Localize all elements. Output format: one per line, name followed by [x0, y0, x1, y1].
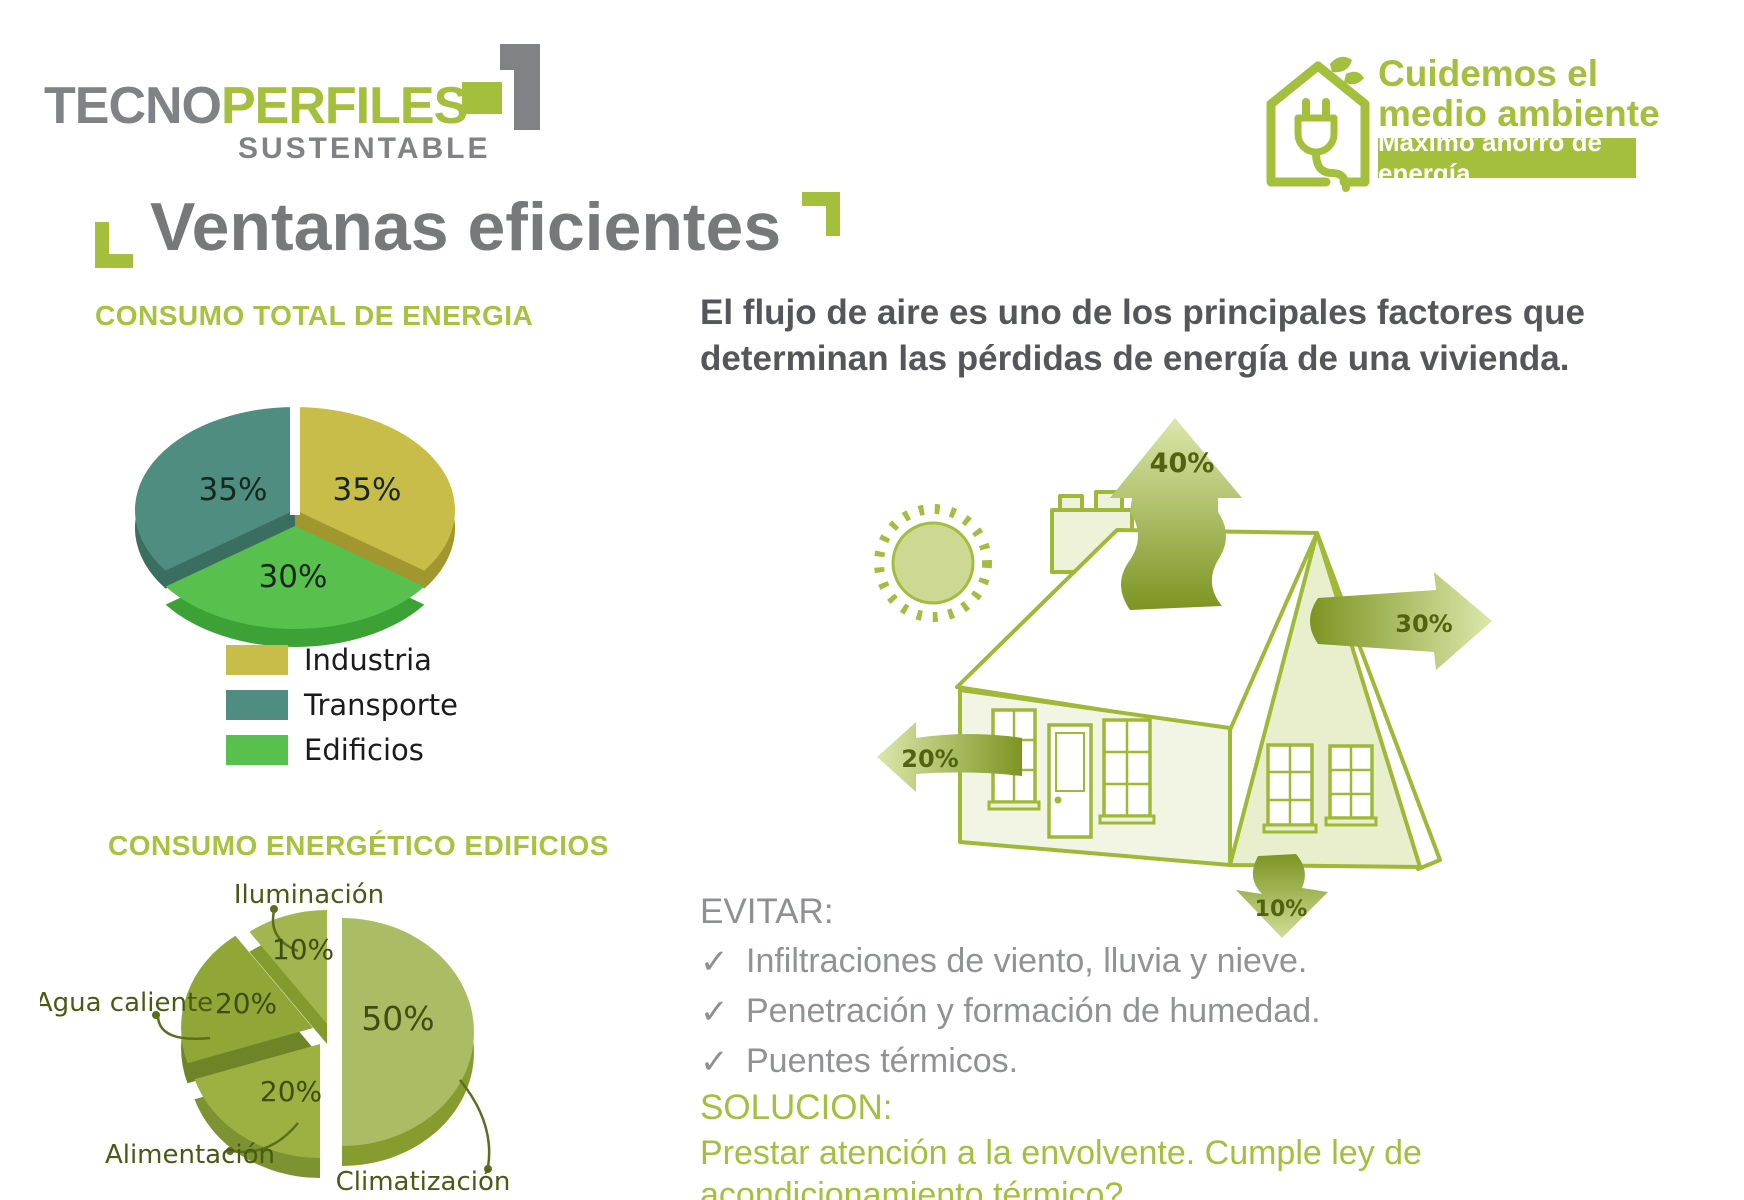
arrow-left-wall: [877, 722, 1022, 792]
arrow-right-gable: [1310, 572, 1492, 670]
list-item: ✓ Puentes térmicos.: [700, 1042, 1321, 1082]
evitar-list: ✓ Infiltraciones de viento, lluvia y nie…: [700, 942, 1321, 1092]
arrow-down-floor: [1236, 854, 1328, 938]
pie2-label-agua-caliente: Agua caliente: [40, 988, 213, 1018]
pie-chart-energia-edificios: Iluminación 10% Agua caliente 20% 50% 20…: [40, 880, 511, 1197]
legend-row-transporte: Transporte: [226, 688, 458, 722]
list-item: ✓ Infiltraciones de viento, lluvia y nie…: [700, 942, 1321, 982]
pie2-callout-dots: [152, 905, 492, 1173]
brand-tmark-gray-icon: [500, 44, 540, 130]
arrow-down-label: 10%: [1255, 897, 1308, 922]
brand-subtitle: SUSTENTABLE: [238, 132, 491, 165]
pie1-slice-transporte: [134, 407, 295, 571]
legend-label-transporte: Transporte: [304, 688, 458, 722]
pie1-label-edificios: 30%: [259, 559, 328, 595]
pie1-label-industria: 35%: [333, 472, 402, 508]
front-door: [1047, 723, 1093, 839]
title-right-bracket-icon: [802, 192, 840, 236]
title-left-bracket-icon: [95, 222, 133, 268]
legend-swatch-industria: [226, 645, 288, 675]
brand-name-part1: TECNO: [44, 77, 222, 135]
intro-line2: determinan las pérdidas de energía de un…: [700, 339, 1570, 378]
intro-paragraph: El flujo de aire es uno de los principal…: [700, 290, 1585, 382]
brand-tmark-green-icon: [462, 82, 502, 114]
legend-label-edificios: Edificios: [304, 733, 424, 767]
arrow-right-label: 30%: [1395, 610, 1452, 638]
legend-label-industria: Industria: [304, 643, 432, 677]
pie2-slice-agua-caliente: [181, 935, 313, 1064]
side-window-left: [1262, 743, 1318, 834]
pie2-slice-alimentacion: [194, 1044, 320, 1158]
pie2-value-agua-caliente: 20%: [215, 987, 277, 1020]
legend-swatch-edificios: [226, 735, 288, 765]
front-window-right: [1098, 718, 1156, 825]
brand-logo: TECNOPERFILES: [44, 76, 468, 136]
pie2-value-alimentacion: 20%: [260, 1075, 322, 1108]
solucion-line1: Prestar atención a la envolvente. Cumple…: [700, 1134, 1422, 1172]
pie1-legend: Industria Transporte Edificios: [226, 643, 458, 778]
pie2-slice-iluminacion: [249, 910, 327, 1024]
pie2-value-climatizacion: 50%: [361, 999, 434, 1038]
chart1-heading: CONSUMO TOTAL DE ENERGIA: [95, 300, 534, 331]
pie-chart-energia-total: 35% 35% 30%: [134, 395, 456, 648]
arrow-left-label: 20%: [901, 745, 958, 773]
list-item: ✓ Penetración y formación de humedad.: [700, 992, 1321, 1032]
solucion-line2: acondicionamiento térmico?: [700, 1176, 1124, 1200]
pie2-label-iluminacion: Iluminación: [234, 880, 384, 910]
intro-line1: El flujo de aire es uno de los principal…: [700, 293, 1585, 332]
eco-badge-line2: medio ambiente: [1378, 93, 1660, 134]
legend-row-industria: Industria: [226, 643, 458, 677]
eco-badge-line1: Cuidemos el: [1378, 53, 1598, 94]
solucion-heading: SOLUCION:: [700, 1088, 893, 1127]
legend-row-edificios: Edificios: [226, 733, 458, 767]
evitar-item-text: Penetración y formación de humedad.: [746, 992, 1321, 1030]
pie2-slice-climatizacion: [342, 918, 474, 1146]
pie1-label-transporte: 35%: [199, 472, 268, 508]
side-window-right: [1324, 744, 1378, 827]
arrow-up-label: 40%: [1150, 448, 1215, 479]
chart2-heading: CONSUMO ENERGÉTICO EDIFICIOS: [108, 830, 609, 861]
evitar-heading: EVITAR:: [700, 892, 834, 931]
page-title: Ventanas eficientes: [150, 189, 782, 265]
pie2-label-alimentacion: Alimentación: [105, 1140, 275, 1170]
pie1-slice-edificios: [165, 526, 425, 630]
check-icon: ✓: [700, 1043, 729, 1081]
sun-icon: [874, 504, 992, 622]
legend-swatch-transporte: [226, 690, 288, 720]
arrow-up-roof: [1110, 418, 1242, 610]
house-energy-loss-diagram: 40% 30% 20% 10%: [874, 418, 1492, 938]
pie1-slice-industria: [295, 407, 456, 571]
check-icon: ✓: [700, 993, 729, 1031]
pie2-value-iluminacion: 10%: [272, 933, 334, 966]
pie2-label-climatizacion: Climatización: [336, 1167, 511, 1197]
eco-badge-tagline: Máximo ahorro de energía: [1378, 127, 1636, 188]
evitar-item-text: Infiltraciones de viento, lluvia y nieve…: [746, 942, 1308, 980]
check-icon: ✓: [700, 943, 729, 981]
eco-house-plug-icon: [1266, 56, 1370, 192]
evitar-item-text: Puentes térmicos.: [746, 1042, 1019, 1080]
pie2-callout-lines: [156, 910, 491, 1168]
brand-name-part2: PERFILES: [221, 77, 468, 135]
